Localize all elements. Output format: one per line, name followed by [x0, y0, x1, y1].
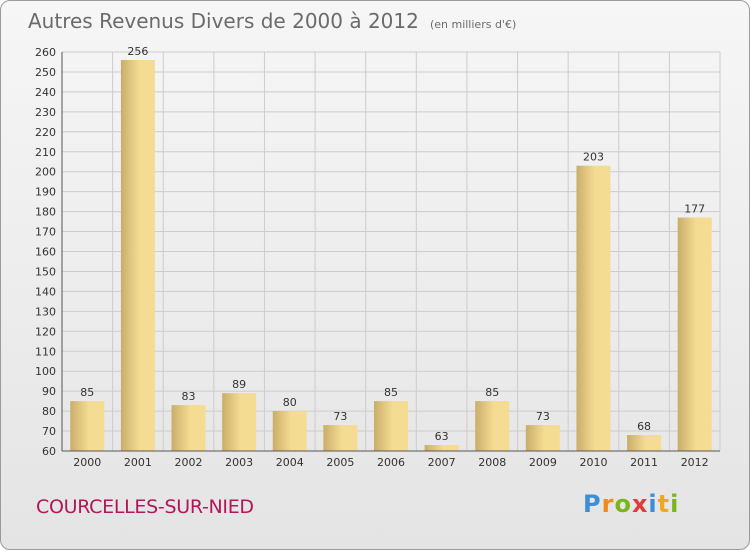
x-tick-label: 2005 [326, 456, 354, 469]
bar-2006 [374, 401, 408, 451]
bar-2010 [576, 165, 611, 451]
y-tick-label: 230 [35, 106, 56, 119]
data-label: 63 [435, 430, 449, 443]
logo-letter: x [631, 490, 649, 518]
x-tick-label: 2011 [630, 456, 658, 469]
x-tick-label: 2007 [428, 456, 456, 469]
bar-2001 [120, 59, 155, 451]
logo-letter: o [614, 490, 632, 518]
y-tick-label: 80 [42, 405, 56, 418]
data-label: 85 [384, 386, 398, 399]
data-label: 73 [536, 410, 550, 423]
y-tick-label: 110 [35, 345, 56, 358]
y-tick-label: 200 [35, 166, 56, 179]
bar-2005 [323, 425, 358, 451]
logo-letter: t [657, 490, 671, 518]
data-label: 85 [80, 386, 94, 399]
y-tick-label: 150 [35, 265, 56, 278]
y-tick-label: 210 [35, 146, 56, 159]
bar-2011 [627, 435, 662, 451]
chart-title: Autres Revenus Divers de 2000 à 2012 [28, 9, 419, 33]
x-tick-label: 2010 [579, 456, 607, 469]
bar-2007 [424, 445, 459, 451]
data-label: 80 [283, 396, 297, 409]
data-label: 83 [182, 390, 196, 403]
data-label: 203 [583, 151, 604, 164]
x-tick-label: 2008 [478, 456, 506, 469]
x-tick-label: 2012 [681, 456, 709, 469]
commune-name: COURCELLES-SUR-NIED [36, 496, 254, 518]
data-label: 177 [684, 203, 705, 216]
data-label: 85 [485, 386, 499, 399]
y-tick-label: 100 [35, 365, 56, 378]
bar-2004 [272, 411, 307, 451]
data-label: 68 [637, 420, 651, 433]
x-tick-label: 2002 [175, 456, 203, 469]
y-tick-label: 120 [35, 325, 56, 338]
y-tick-label: 130 [35, 305, 56, 318]
y-tick-label: 260 [35, 46, 56, 59]
logo-letter: i [648, 490, 658, 518]
y-tick-label: 220 [35, 126, 56, 139]
logo-letter: P [583, 490, 602, 518]
proxiti-logo: Proxiti [583, 490, 679, 518]
y-tick-label: 140 [35, 285, 56, 298]
data-label: 256 [127, 45, 148, 58]
y-tick-label: 240 [35, 86, 56, 99]
y-tick-label: 60 [42, 445, 56, 458]
bar-2002 [171, 405, 206, 451]
axes: 60 70 80 90 100 110 120 130 140 150 160 170 180 190 20… [35, 46, 720, 469]
bar-2008 [475, 401, 510, 451]
y-tick-label: 90 [42, 385, 56, 398]
bar-2000 [70, 401, 105, 451]
bar-2003 [222, 393, 257, 451]
x-tick-label: 2006 [377, 456, 405, 469]
y-tick-label: 250 [35, 66, 56, 79]
y-tick-label: 160 [35, 246, 56, 259]
chart-title-block: Autres Revenus Divers de 2000 à 2012 (en… [28, 9, 516, 33]
logo-letter: i [670, 490, 680, 518]
y-tick-label: 70 [42, 425, 56, 438]
y-tick-label: 190 [35, 186, 56, 199]
logo-letter: r [601, 490, 615, 518]
x-tick-label: 2003 [225, 456, 253, 469]
y-tick-label: 170 [35, 226, 56, 239]
bars: 85 256 83 89 80 73 85 63 85 73 203 68 177 [70, 45, 712, 451]
chart-subtitle: (en milliers d'€) [429, 18, 517, 31]
y-tick-label: 180 [35, 206, 56, 219]
data-label: 89 [232, 378, 246, 391]
x-tick-label: 2009 [529, 456, 557, 469]
data-label: 73 [333, 410, 347, 423]
bar-2012 [677, 217, 712, 451]
x-tick-label: 2004 [276, 456, 304, 469]
bar-2009 [525, 425, 560, 451]
x-tick-label: 2000 [73, 456, 101, 469]
x-tick-label: 2001 [124, 456, 152, 469]
